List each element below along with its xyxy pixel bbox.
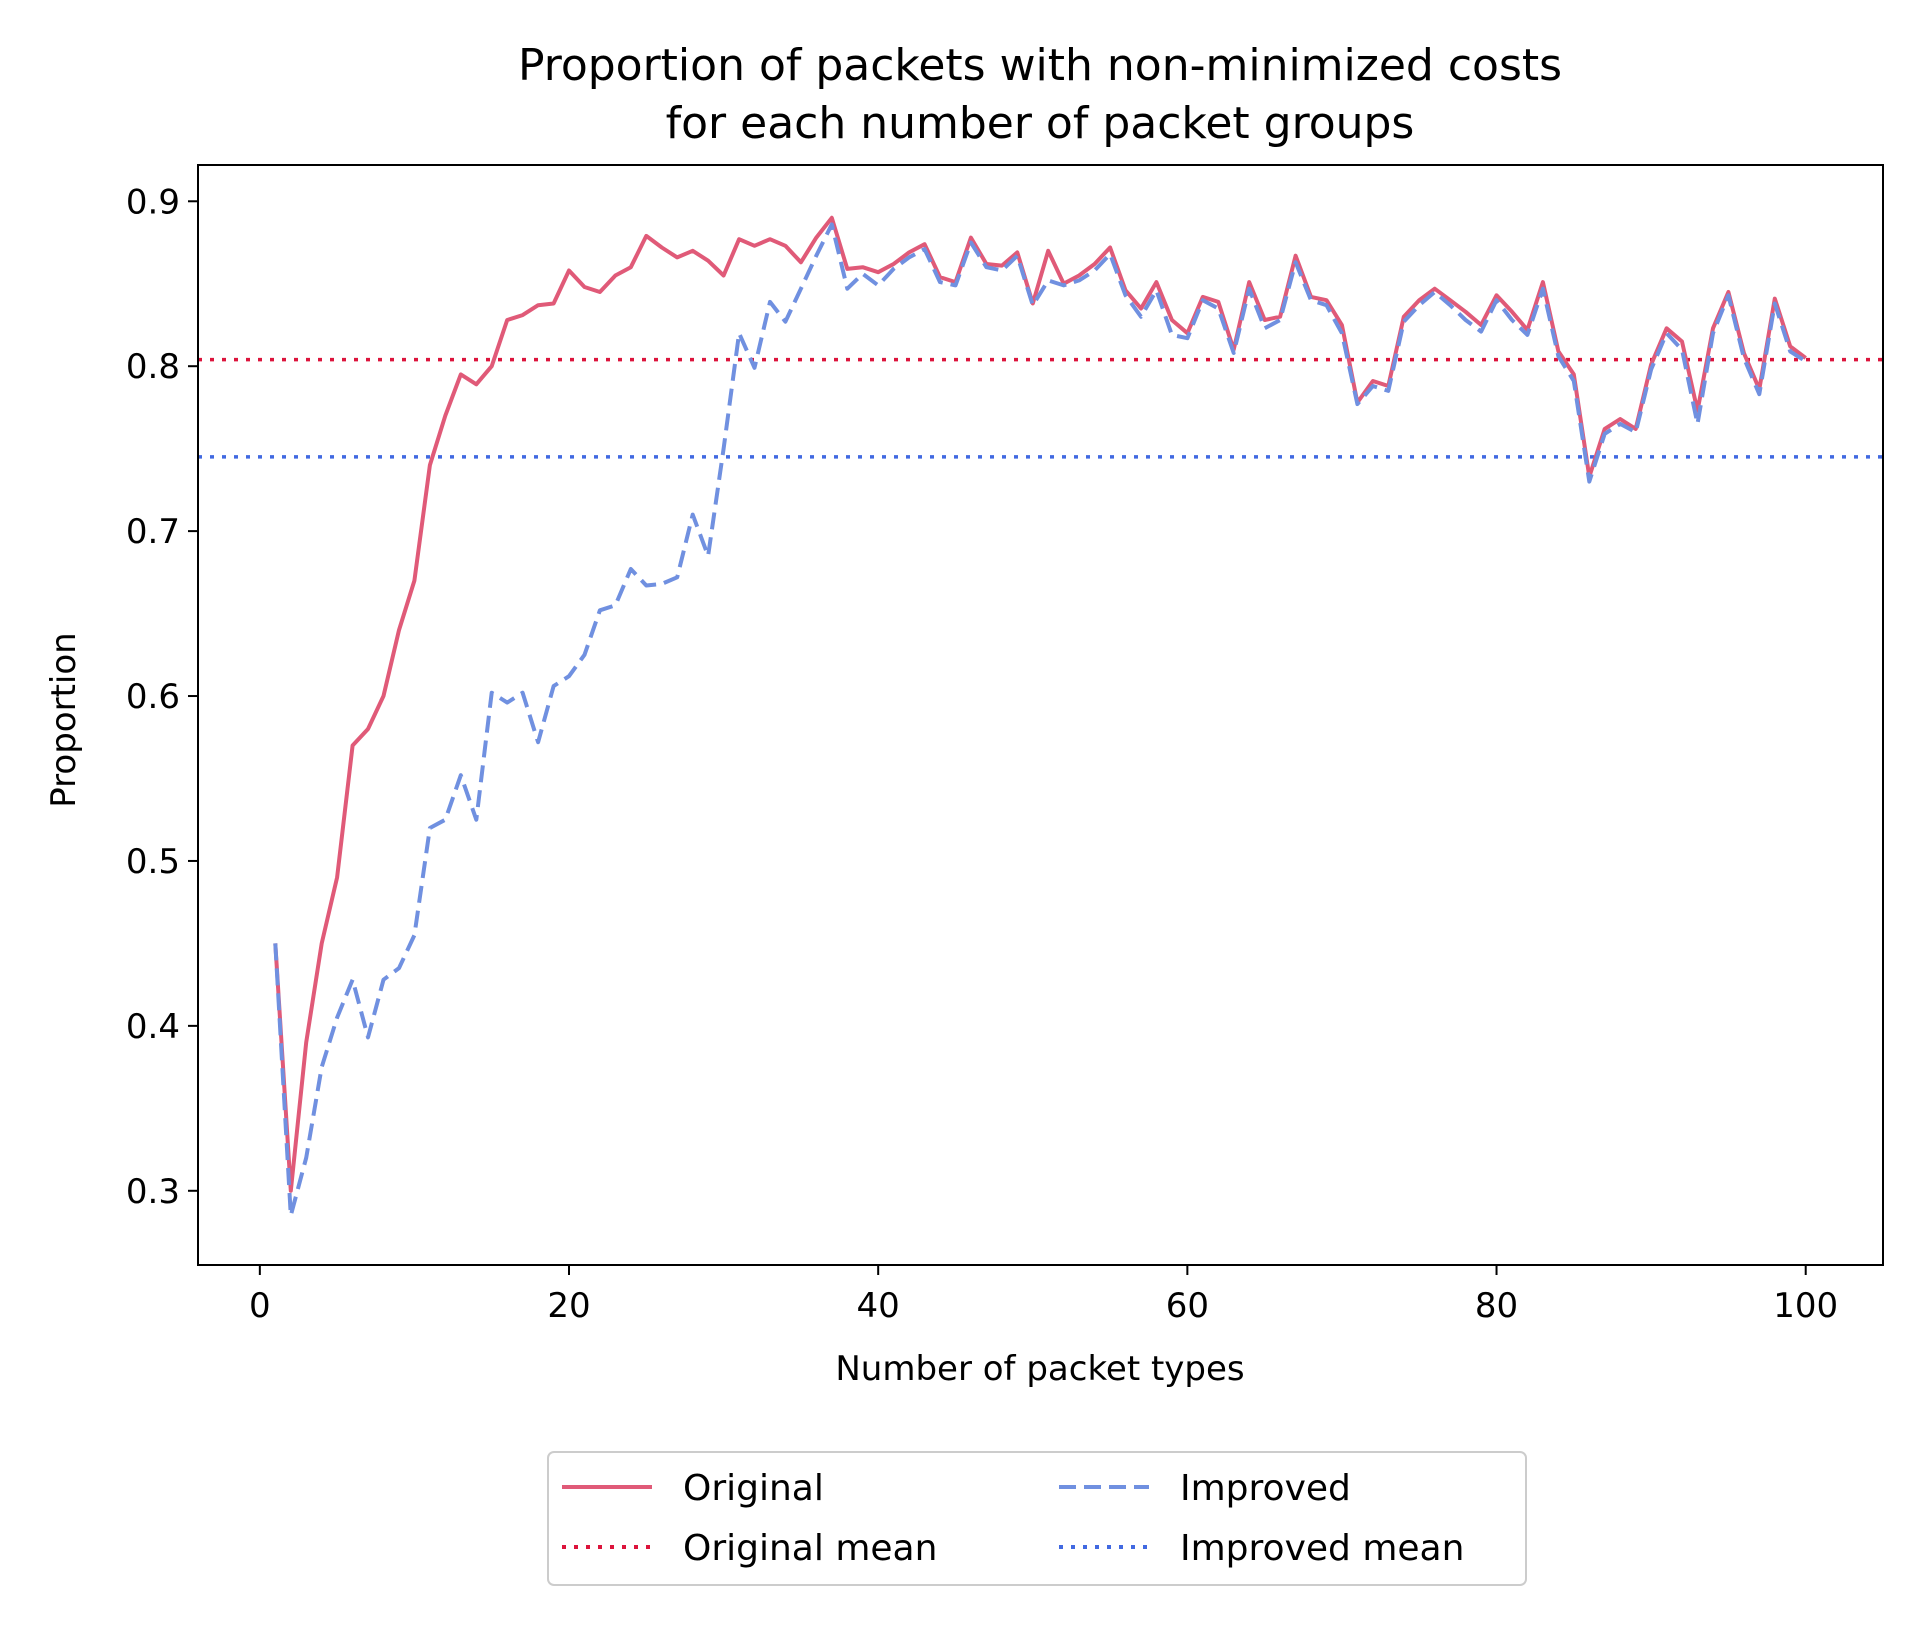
legend: Original Improved Original mean Improved…: [547, 1451, 1527, 1586]
series-lines: [273, 215, 1807, 1218]
y-tick-label: 0.3: [126, 1172, 180, 1212]
x-axis-label: Number of packet types: [835, 1349, 1244, 1389]
y-tick-label: 0.8: [126, 347, 180, 387]
chart-title-line-2: for each number of packet groups: [666, 98, 1415, 149]
reference-lines: [198, 357, 1883, 459]
y-axis-label: Proportion: [44, 632, 84, 807]
y-tick-label: 0.4: [126, 1007, 180, 1047]
legend-label-original: Original: [683, 1468, 824, 1509]
legend-label-improved-mean: Improved mean: [1180, 1528, 1464, 1569]
series-line-original: [273, 215, 1807, 1193]
y-tick-label: 0.9: [126, 182, 180, 222]
legend-label-improved: Improved: [1180, 1468, 1351, 1509]
x-tick-label: 80: [1475, 1286, 1518, 1326]
x-tick-label: 40: [857, 1286, 900, 1326]
x-axis-ticks: 0 20 40 60 80 100: [249, 1265, 1838, 1326]
legend-label-original-mean: Original mean: [683, 1528, 937, 1569]
plot-frame: [197, 164, 1884, 1266]
x-tick-label: 20: [547, 1286, 590, 1326]
series-line-improved: [273, 222, 1807, 1218]
y-tick-label: 0.6: [126, 677, 180, 717]
y-tick-label: 0.7: [126, 512, 180, 552]
y-tick-label: 0.5: [126, 842, 180, 882]
x-tick-label: 60: [1166, 1286, 1209, 1326]
chart-title-line-1: Proportion of packets with non-minimized…: [518, 40, 1562, 91]
legend-box: [547, 1451, 1527, 1586]
x-tick-label: 0: [249, 1286, 271, 1326]
x-tick-label: 100: [1773, 1286, 1838, 1326]
y-axis-ticks: 0.3 0.4 0.5 0.6 0.7 0.8 0.9: [126, 182, 198, 1212]
